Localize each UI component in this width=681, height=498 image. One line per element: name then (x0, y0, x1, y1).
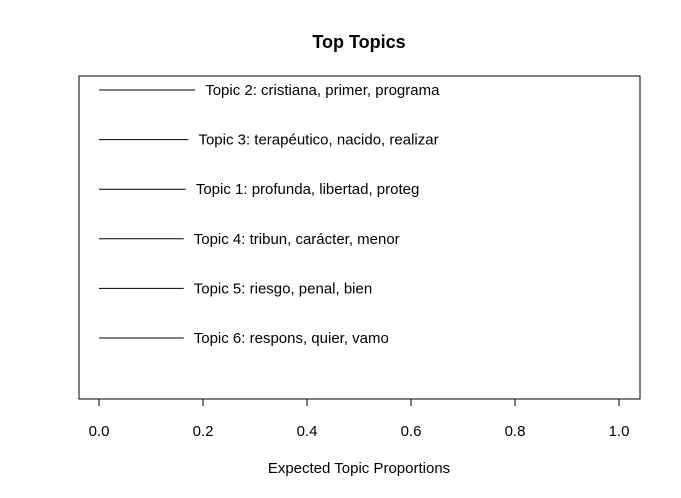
x-tick-label: 1.0 (609, 423, 630, 440)
topic-label: Topic 2: cristiana, primer, programa (205, 82, 440, 99)
topic-label: Topic 3: terapéutico, nacido, realizar (198, 132, 438, 149)
x-axis: 0.0 0.2 0.4 0.6 0.8 1.0 (89, 399, 630, 440)
x-tick-label: 0.0 (89, 423, 110, 440)
chart-title: Top Topics (312, 32, 405, 52)
x-tick-label: 0.8 (505, 423, 526, 440)
topic-bars: Topic 2: cristiana, primer, programa Topi… (99, 82, 440, 347)
topic-label: Topic 6: respons, quier, vamo (194, 330, 389, 347)
x-tick-label: 0.4 (297, 423, 318, 440)
topic-label: Topic 5: riesgo, penal, bien (194, 280, 372, 297)
topic-label: Topic 4: tribun, carácter, menor (194, 231, 400, 248)
x-tick-label: 0.2 (193, 423, 214, 440)
x-axis-label: Expected Topic Proportions (268, 460, 450, 477)
topic-label: Topic 1: profunda, libertad, proteg (196, 181, 419, 198)
x-tick-label: 0.6 (401, 423, 422, 440)
